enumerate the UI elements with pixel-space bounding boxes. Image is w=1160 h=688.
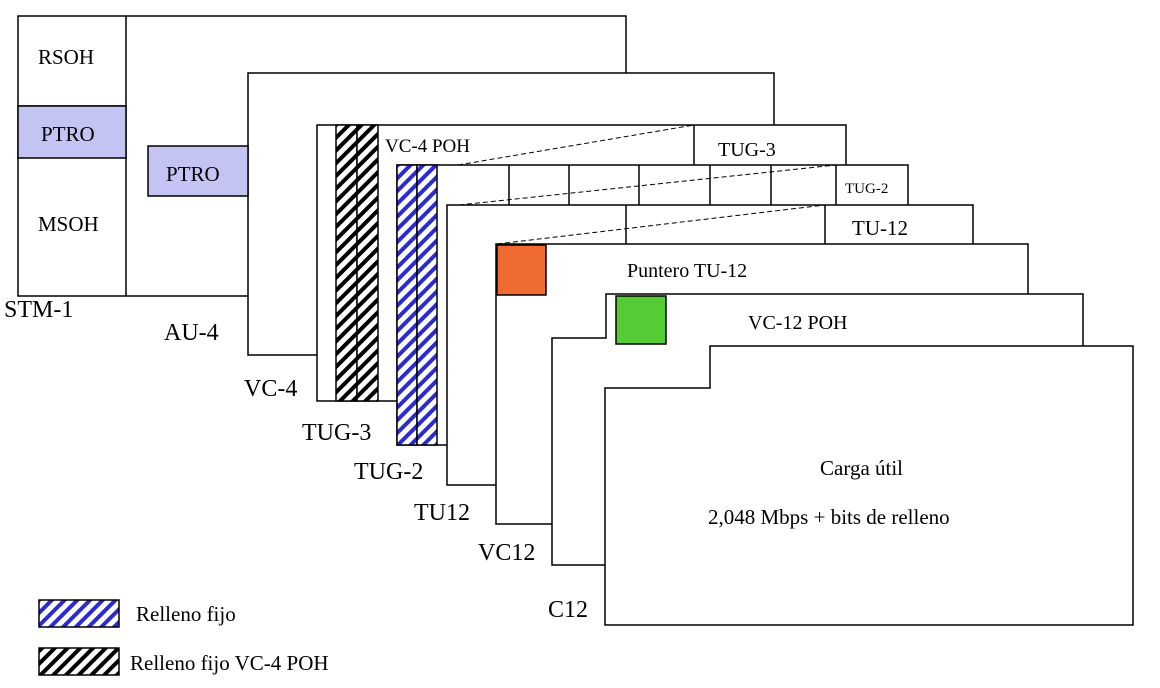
tug3-label: TUG-3 — [302, 420, 371, 446]
vc4-poh-label: VC-4 POH — [385, 136, 470, 157]
c12-label: C12 — [548, 597, 588, 623]
legend-label-fixed-stuff: Relleno fijo — [136, 602, 236, 626]
tu12-pointer-label: Puntero TU-12 — [627, 260, 747, 282]
tug3-fixed-stuff-b — [416, 164, 438, 446]
au4-ptro-block — [147, 145, 249, 197]
vc4-poh-fill-a — [335, 124, 358, 402]
tug2-label: TUG-2 — [354, 459, 423, 485]
tug2-tag: TUG-2 — [845, 181, 888, 197]
stm1-label: STM-1 — [4, 297, 73, 323]
msoh-label: MSOH — [38, 212, 99, 236]
tu12-tag: TU-12 — [852, 216, 908, 240]
vc4-label: VC-4 — [244, 376, 297, 402]
stm1-ptro-block — [17, 105, 127, 159]
au4-ptro-label: PTRO — [166, 162, 220, 186]
stm1-ptro-label: PTRO — [41, 122, 95, 146]
legend-swatch-blue-hatch — [38, 599, 120, 628]
tug3-fixed-stuff-a — [396, 164, 418, 446]
tu12-label: TU12 — [414, 500, 470, 526]
tu12-pointer-block — [496, 244, 547, 296]
tug3-tag: TUG-3 — [718, 139, 776, 161]
payload-rate: 2,048 Mbps + bits de relleno — [708, 505, 950, 529]
legend: Relleno fijo Relleno fijo VC-4 POH — [38, 599, 329, 676]
vc12-poh-label: VC-12 POH — [748, 312, 847, 334]
legend-label-vc4-poh-stuff: Relleno fijo VC-4 POH — [130, 651, 329, 675]
payload-title: Carga útil — [820, 456, 903, 480]
vc12-label: VC12 — [478, 540, 535, 566]
projection-lines — [457, 124, 837, 245]
vc12-poh-block — [615, 295, 667, 345]
legend-swatch-black-hatch — [38, 647, 120, 676]
rsoh-label: RSOH — [38, 45, 94, 69]
c12-frame — [604, 345, 1134, 626]
au4-label: AU-4 — [164, 320, 219, 346]
vc4-poh-fill-b — [356, 124, 379, 402]
